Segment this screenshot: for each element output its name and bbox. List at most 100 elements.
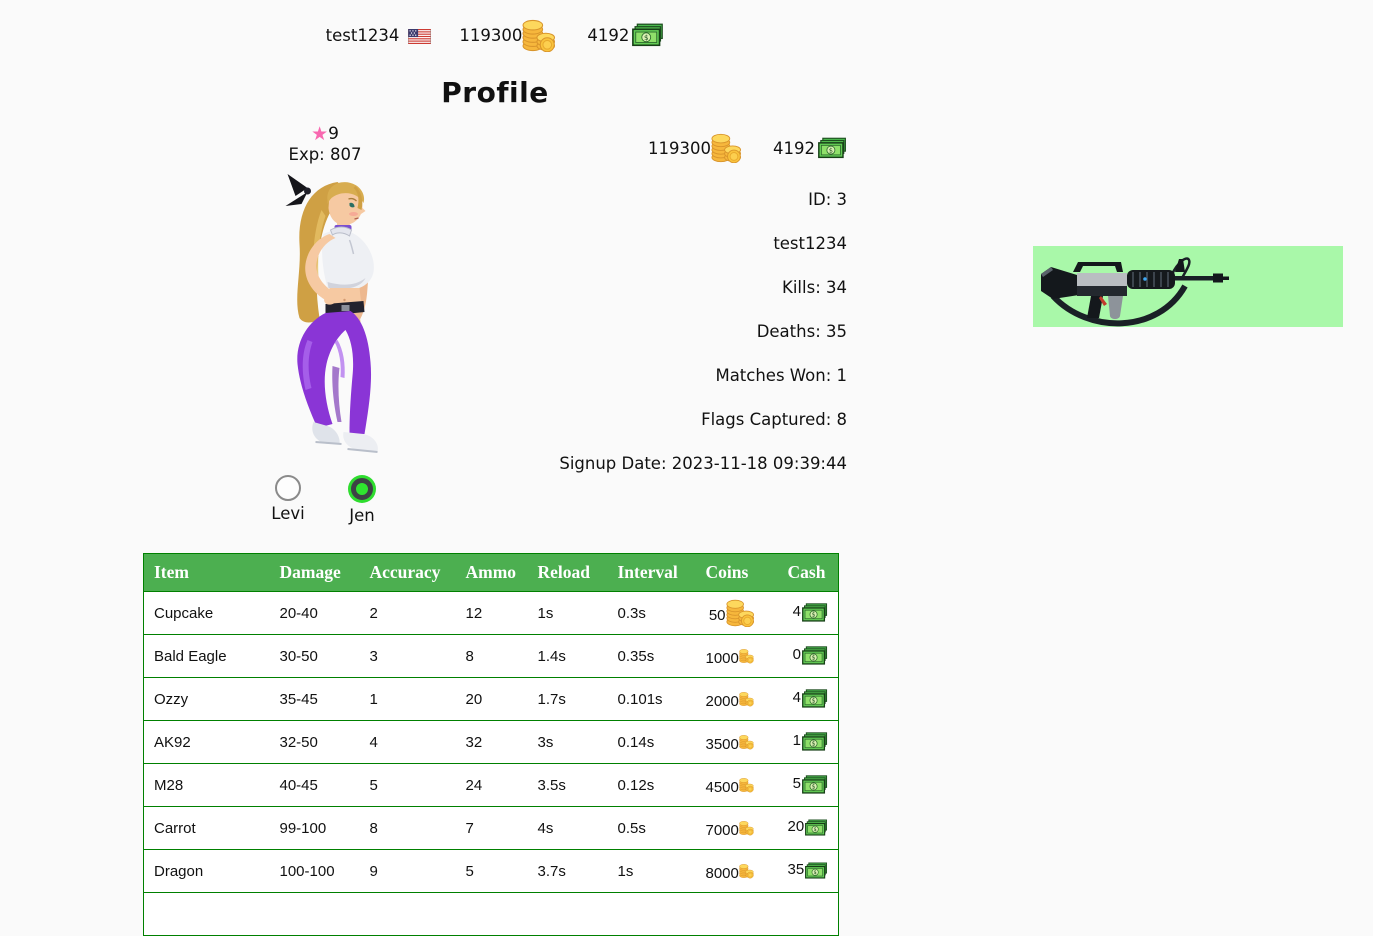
- reload-cell: 4s: [527, 806, 608, 850]
- item-name-cell: [143, 892, 270, 936]
- items-table: Item Damage Accuracy Ammo Reload Interva…: [143, 553, 839, 936]
- coins-cell: 7000: [695, 806, 778, 850]
- ammo-cell: 32: [455, 720, 528, 764]
- item-table-body: Cupcake 20-40 2 12 1s 0.3s 50 4 Bald Eag…: [143, 591, 839, 936]
- col-header-coins: Coins: [695, 553, 778, 592]
- character-portrait: [285, 174, 378, 453]
- character-column: ★9 Exp: 807: [143, 123, 507, 525]
- table-row: Carrot 99-100 8 7 4s 0.5s 7000 20: [143, 806, 839, 850]
- stat-flags-captured: Flags Captured: 8: [701, 409, 847, 429]
- interval-cell: [607, 892, 696, 936]
- table-row: AK92 32-50 4 32 3s 0.14s 3500 1: [143, 720, 839, 764]
- stats-column: 119300 4192 ID: 3 test1234 Kills: 34 Dea…: [507, 123, 847, 525]
- cash-cell: 35: [777, 849, 839, 893]
- interval-cell: 0.3s: [607, 591, 696, 635]
- profile-section: ★9 Exp: 807: [143, 123, 847, 525]
- stat-matches-won: Matches Won: 1: [715, 365, 847, 385]
- col-header-reload: Reload: [527, 553, 608, 592]
- ammo-cell: 7: [455, 806, 528, 850]
- main-content: test1234 119300 4192 Profile ★9 Exp: 807: [143, 0, 847, 936]
- table-row: Dragon 100-100 9 5 3.7s 1s 8000 35: [143, 849, 839, 893]
- ammo-cell: 8: [455, 634, 528, 678]
- coins-icon: [739, 642, 754, 670]
- radio-jen[interactable]: [348, 475, 376, 503]
- radio-levi[interactable]: [275, 475, 301, 501]
- cash-icon: [802, 689, 828, 709]
- coins-icon: [739, 857, 754, 885]
- stat-username: test1234: [773, 233, 847, 253]
- accuracy-cell: 8: [359, 806, 456, 850]
- ammo-cell: 20: [455, 677, 528, 721]
- cash-icon: [805, 818, 828, 838]
- reload-cell: 1s: [527, 591, 608, 635]
- interval-cell: 0.101s: [607, 677, 696, 721]
- col-header-item: Item: [143, 553, 270, 592]
- table-row: Cupcake 20-40 2 12 1s 0.3s 50 4: [143, 591, 839, 635]
- damage-cell: 32-50: [269, 720, 360, 764]
- coins-icon: [739, 728, 754, 756]
- accuracy-cell: [359, 892, 456, 936]
- coins-cell: 8000: [695, 849, 778, 893]
- top-coins-value: 119300: [459, 25, 523, 45]
- coins-cell: 4500: [695, 763, 778, 807]
- col-header-interval: Interval: [607, 553, 696, 592]
- reload-cell: 1.7s: [527, 677, 608, 721]
- ammo-cell: [455, 892, 528, 936]
- coins-icon: [726, 599, 754, 627]
- accuracy-cell: 1: [359, 677, 456, 721]
- top-username: test1234: [325, 25, 400, 45]
- stats-list: ID: 3 test1234 Kills: 34 Deaths: 35 Matc…: [507, 177, 847, 485]
- damage-cell: 20-40: [269, 591, 360, 635]
- interval-cell: 0.5s: [607, 806, 696, 850]
- stat-kills: Kills: 34: [782, 277, 847, 297]
- item-name-cell: Bald Eagle: [143, 634, 270, 678]
- star-icon: ★: [311, 123, 329, 145]
- top-coins-group: 119300: [459, 19, 555, 52]
- cash-cell: 0: [777, 634, 839, 678]
- cash-icon: [632, 23, 664, 48]
- coins-cell: 1000: [695, 634, 778, 678]
- damage-cell: 99-100: [269, 806, 360, 850]
- stat-signup-date: Signup Date: 2023-11-18 09:39:44: [559, 453, 847, 473]
- page-title: Profile: [441, 76, 549, 109]
- damage-cell: [269, 892, 360, 936]
- cash-cell: 1: [777, 720, 839, 764]
- coins-cell: 3500: [695, 720, 778, 764]
- item-name-cell: Carrot: [143, 806, 270, 850]
- ammo-cell: 5: [455, 849, 528, 893]
- item-name-cell: Cupcake: [143, 591, 270, 635]
- radio-levi-label: Levi: [271, 504, 305, 523]
- coins-icon: [739, 771, 754, 799]
- item-name-cell: Dragon: [143, 849, 270, 893]
- damage-cell: 40-45: [269, 763, 360, 807]
- coins-cell: 2000: [695, 677, 778, 721]
- profile-currency-line: 119300 4192: [507, 131, 847, 165]
- coins-icon: [711, 133, 741, 163]
- cash-cell: 4: [777, 677, 839, 721]
- coins-icon: [739, 814, 754, 842]
- col-header-ammo: Ammo: [455, 553, 528, 592]
- cash-icon: [805, 861, 828, 881]
- accuracy-cell: 9: [359, 849, 456, 893]
- ammo-cell: 12: [455, 591, 528, 635]
- equipped-weapon-panel[interactable]: [1033, 246, 1343, 327]
- item-name-cell: AK92: [143, 720, 270, 764]
- star-level-value: 9: [328, 124, 339, 144]
- col-header-damage: Damage: [269, 553, 360, 592]
- stat-id: ID: 3: [808, 189, 847, 209]
- cash-icon: [818, 137, 847, 160]
- coins-cell: [695, 892, 778, 936]
- table-row: Ozzy 35-45 1 20 1.7s 0.101s 2000 4: [143, 677, 839, 721]
- reload-cell: 3.5s: [527, 763, 608, 807]
- character-option-levi: Levi: [266, 475, 310, 525]
- coins-cell: 50: [695, 591, 778, 635]
- reload-cell: 3s: [527, 720, 608, 764]
- cash-cell: [777, 892, 839, 936]
- top-user-bar: test1234 119300 4192: [143, 16, 847, 54]
- damage-cell: 35-45: [269, 677, 360, 721]
- table-header-row: Item Damage Accuracy Ammo Reload Interva…: [143, 553, 839, 592]
- top-cash-value: 4192: [587, 25, 630, 45]
- accuracy-cell: 2: [359, 591, 456, 635]
- cash-icon: [802, 646, 828, 666]
- table-row: [143, 892, 839, 936]
